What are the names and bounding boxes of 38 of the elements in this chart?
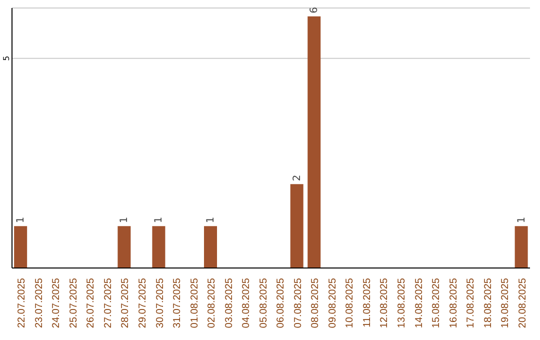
x-tick-label: 07.08.2025 xyxy=(292,278,304,328)
x-tick-label: 12.08.2025 xyxy=(379,278,390,328)
x-tick-label: 03.08.2025 xyxy=(224,278,235,328)
x-tick-label: 17.08.2025 xyxy=(466,278,477,328)
x-tick-label: 02.08.2025 xyxy=(206,278,218,328)
data-label: 1 xyxy=(119,216,130,224)
x-tick-label: 19.08.2025 xyxy=(500,278,512,328)
x-tick-label: 30.07.2025 xyxy=(154,278,166,328)
x-tick-label: 26.07.2025 xyxy=(86,278,97,328)
data-label: 1 xyxy=(154,216,165,224)
x-tick-label: 05.08.2025 xyxy=(258,278,270,328)
x-tick-label: 27.07.2025 xyxy=(102,278,114,328)
data-label: 1 xyxy=(206,216,217,224)
x-tick-label: 29.07.2025 xyxy=(138,278,148,328)
x-tick-label: 10.08.2025 xyxy=(344,278,356,328)
x-tick-label: 23.07.2025 xyxy=(34,278,45,328)
y-tick-label: 5 xyxy=(2,56,11,61)
x-tick-label: 16.08.2025 xyxy=(448,278,460,328)
x-tick-label: 18.08.2025 xyxy=(482,278,494,328)
data-label: 1 xyxy=(516,216,528,224)
x-tick-label: 13.08.2025 xyxy=(396,278,408,328)
x-tick-label: 08.08.2025 xyxy=(310,278,322,328)
x-tick-label: 28.07.2025 xyxy=(120,278,132,328)
x-tick-label: 01.08.2025 xyxy=(189,278,200,328)
x-tick-label: 06.08.2025 xyxy=(276,278,287,328)
x-tick-label: 25.07.2025 xyxy=(68,278,80,328)
x-tick-label: 24.07.2025 xyxy=(51,278,62,328)
x-tick-label: 04.08.2025 xyxy=(241,278,252,328)
x-tick-label: 31.07.2025 xyxy=(172,278,184,328)
x-tick-label: 11.08.2025 xyxy=(362,278,373,328)
x-tick-label: 09.08.2025 xyxy=(327,278,338,328)
x-tick-label: 15.08.2025 xyxy=(431,278,442,328)
data-label: 6 xyxy=(309,7,320,14)
data-label: 2 xyxy=(292,174,303,182)
data-label: 1 xyxy=(16,216,27,224)
x-tick-label: 14.08.2025 xyxy=(414,278,425,328)
x-tick-label: 20.08.2025 xyxy=(517,278,528,328)
x-tick-label: 22.07.2025 xyxy=(16,278,28,328)
